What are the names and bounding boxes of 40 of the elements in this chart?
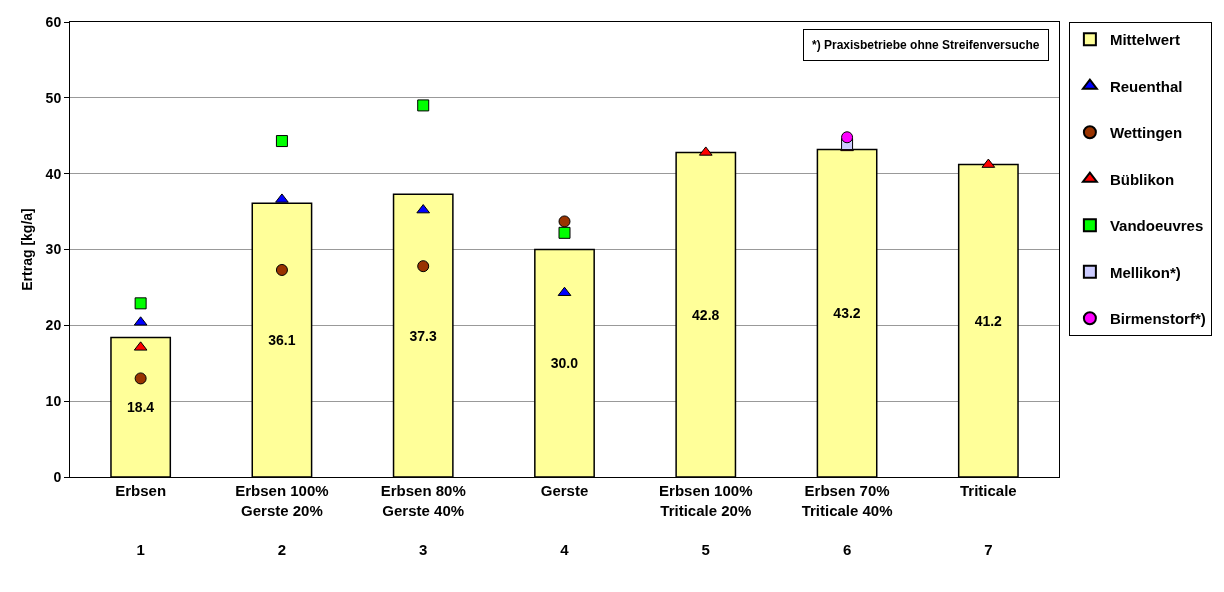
legend-label: Büblikon bbox=[1109, 170, 1175, 188]
legend-label: Mellikon*) bbox=[1109, 263, 1181, 281]
point bbox=[134, 372, 147, 385]
category-label: Erbsen 1 bbox=[115, 482, 167, 558]
category-label: Erbsen 70% Triticale 40% 6 bbox=[801, 482, 893, 558]
point bbox=[275, 193, 289, 203]
y-tick-label: 50 bbox=[45, 89, 62, 106]
point bbox=[275, 263, 288, 276]
legend-label: Wettingen bbox=[1109, 124, 1183, 142]
point bbox=[558, 226, 571, 239]
y-tick-label: 0 bbox=[53, 468, 62, 485]
point bbox=[558, 215, 571, 228]
data-label: 41.2 bbox=[974, 312, 1003, 329]
point bbox=[841, 131, 854, 144]
point bbox=[417, 99, 430, 112]
data-label: 42.8 bbox=[692, 306, 720, 323]
data-label: 30.0 bbox=[550, 355, 579, 372]
data-label: 37.3 bbox=[409, 327, 437, 344]
data-label: 18.4 bbox=[126, 399, 155, 416]
point bbox=[134, 297, 147, 310]
data-label: 36.1 bbox=[268, 332, 296, 349]
legend-label: Reuenthal bbox=[1109, 77, 1183, 95]
y-tick-label: 10 bbox=[45, 393, 62, 410]
data-label: 43.2 bbox=[833, 305, 861, 322]
y-tick-label: 30 bbox=[45, 241, 62, 258]
y-tick-label: 40 bbox=[45, 165, 62, 182]
legend-label: Birmenstorf*) bbox=[1109, 310, 1206, 328]
legend-label: Mittelwert bbox=[1109, 31, 1180, 49]
annotation: *) Praxisbetriebe ohne Streifenversuche bbox=[812, 38, 1040, 52]
point bbox=[417, 260, 430, 273]
category-label: Triticale 7 bbox=[960, 482, 1017, 558]
legend-label: Vandoeuvres bbox=[1109, 217, 1204, 235]
point bbox=[275, 135, 288, 148]
category-label: Erbsen 80% Gerste 40% 3 bbox=[380, 482, 466, 558]
y-axis-title: Ertrag [kg/a] bbox=[19, 208, 35, 291]
category-label: Erbsen 100% Gerste 20% 2 bbox=[235, 482, 329, 558]
category-label: Gerste 4 bbox=[540, 482, 589, 558]
y-tick-label: 60 bbox=[45, 13, 62, 30]
y-tick-label: 20 bbox=[45, 317, 62, 334]
category-label: Erbsen 100% Triticale 20% 5 bbox=[659, 482, 753, 558]
